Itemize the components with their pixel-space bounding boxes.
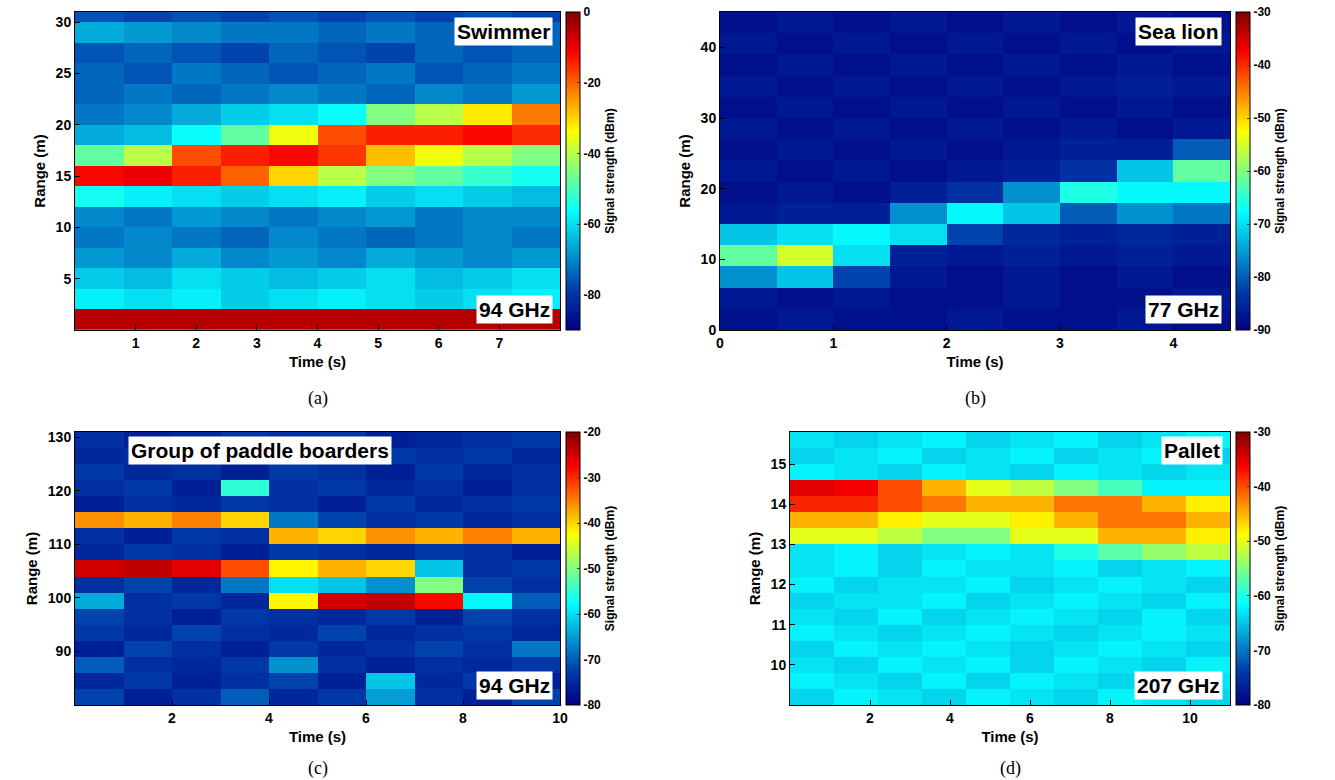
svg-text:10: 10 [56, 219, 72, 235]
svg-text:Time (s): Time (s) [981, 728, 1038, 745]
svg-text:13: 13 [771, 536, 787, 552]
svg-text:6: 6 [362, 710, 370, 726]
svg-text:0: 0 [583, 5, 590, 19]
svg-text:-80: -80 [1253, 270, 1271, 284]
svg-text:-30: -30 [583, 471, 601, 485]
svg-text:Signal strength (dBm): Signal strength (dBm) [603, 506, 617, 631]
svg-text:Signal strength (dBm): Signal strength (dBm) [1273, 506, 1287, 631]
svg-text:20: 20 [701, 181, 717, 197]
svg-text:20: 20 [56, 117, 72, 133]
svg-text:-70: -70 [583, 653, 601, 667]
svg-text:-70: -70 [1253, 217, 1271, 231]
svg-text:8: 8 [459, 710, 467, 726]
svg-text:30: 30 [56, 14, 72, 30]
svg-text:-60: -60 [583, 217, 601, 231]
svg-text:Time (s): Time (s) [289, 353, 346, 370]
svg-text:10: 10 [771, 657, 787, 673]
svg-text:Range (m): Range (m) [23, 532, 40, 605]
svg-text:-50: -50 [1253, 111, 1271, 125]
svg-text:-30: -30 [1253, 5, 1271, 19]
svg-text:-60: -60 [583, 607, 601, 621]
svg-text:14: 14 [771, 496, 787, 512]
svg-text:10: 10 [701, 251, 717, 267]
svg-text:Range (m): Range (m) [31, 134, 48, 207]
svg-text:Range (m): Range (m) [676, 134, 693, 207]
svg-text:-90: -90 [1253, 323, 1271, 337]
svg-text:15: 15 [771, 456, 787, 472]
svg-text:-80: -80 [583, 288, 601, 302]
svg-text:(b): (b) [965, 388, 986, 409]
svg-text:-50: -50 [583, 562, 601, 576]
svg-text:11: 11 [771, 617, 786, 633]
svg-text:2: 2 [943, 335, 951, 351]
svg-text:Swimmer: Swimmer [457, 20, 550, 43]
svg-text:6: 6 [435, 335, 443, 351]
svg-text:-20: -20 [583, 76, 601, 90]
svg-text:-60: -60 [1253, 589, 1271, 603]
svg-text:0: 0 [708, 322, 716, 338]
svg-text:1: 1 [132, 335, 140, 351]
svg-text:25: 25 [56, 65, 72, 81]
svg-text:-80: -80 [583, 698, 601, 712]
svg-text:Sea lion: Sea lion [1138, 20, 1219, 43]
svg-text:Range (m): Range (m) [746, 532, 763, 605]
svg-text:120: 120 [48, 483, 72, 499]
svg-text:-50: -50 [1253, 534, 1271, 548]
svg-text:90: 90 [56, 643, 72, 659]
svg-text:-40: -40 [583, 147, 601, 161]
svg-text:2: 2 [168, 710, 176, 726]
svg-text:(c): (c) [308, 758, 328, 779]
svg-text:94 GHz: 94 GHz [479, 674, 550, 697]
svg-text:130: 130 [48, 429, 72, 445]
svg-text:3: 3 [253, 335, 261, 351]
svg-text:Pallet: Pallet [1164, 439, 1220, 462]
svg-text:4: 4 [314, 335, 322, 351]
svg-text:10: 10 [552, 710, 568, 726]
svg-text:6: 6 [1026, 710, 1034, 726]
svg-text:40: 40 [701, 39, 717, 55]
svg-text:2: 2 [866, 710, 874, 726]
svg-text:3: 3 [1056, 335, 1064, 351]
svg-text:-70: -70 [1253, 644, 1271, 658]
svg-text:-40: -40 [583, 516, 601, 530]
svg-text:7: 7 [495, 335, 503, 351]
svg-text:94 GHz: 94 GHz [479, 298, 550, 321]
svg-text:12: 12 [771, 576, 787, 592]
svg-text:4: 4 [265, 710, 273, 726]
svg-text:-30: -30 [1253, 425, 1271, 439]
svg-text:Time (s): Time (s) [289, 728, 346, 745]
svg-text:4: 4 [1169, 335, 1177, 351]
svg-text:(d): (d) [1000, 758, 1021, 779]
svg-text:100: 100 [48, 590, 72, 606]
svg-text:77 GHz: 77 GHz [1148, 298, 1219, 321]
svg-text:-80: -80 [1253, 698, 1271, 712]
svg-text:-60: -60 [1253, 164, 1271, 178]
svg-text:-40: -40 [1253, 58, 1271, 72]
svg-text:4: 4 [946, 710, 954, 726]
svg-text:0: 0 [716, 335, 724, 351]
svg-text:-40: -40 [1253, 480, 1271, 494]
svg-text:15: 15 [56, 168, 72, 184]
svg-text:110: 110 [49, 536, 72, 552]
svg-text:5: 5 [63, 271, 71, 287]
svg-text:Signal strength (dBm): Signal strength (dBm) [603, 108, 617, 233]
svg-text:10: 10 [1182, 710, 1198, 726]
svg-text:2: 2 [192, 335, 200, 351]
svg-text:1: 1 [829, 335, 837, 351]
svg-text:5: 5 [374, 335, 382, 351]
svg-text:207 GHz: 207 GHz [1137, 674, 1220, 697]
svg-text:30: 30 [701, 110, 717, 126]
svg-text:Time (s): Time (s) [946, 353, 1003, 370]
svg-text:(a): (a) [308, 388, 328, 409]
svg-text:-20: -20 [583, 425, 601, 439]
svg-text:Signal strength (dBm): Signal strength (dBm) [1273, 108, 1287, 233]
svg-text:Group of paddle boarders: Group of paddle boarders [131, 439, 389, 462]
svg-text:8: 8 [1106, 710, 1114, 726]
